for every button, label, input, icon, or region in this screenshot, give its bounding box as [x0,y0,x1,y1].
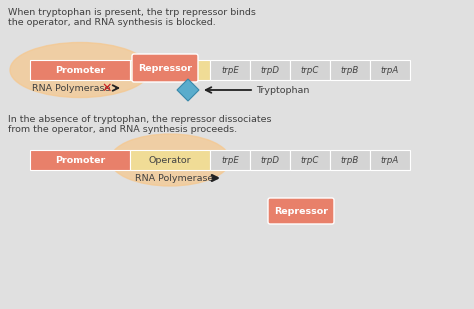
Bar [370,60,410,80]
Text: Operator: Operator [149,155,191,164]
FancyBboxPatch shape [132,54,198,82]
Text: trpD: trpD [261,66,280,74]
Text: RNA Polymerase: RNA Polymerase [32,83,110,92]
Bar [30,60,130,80]
Bar [130,60,210,80]
Ellipse shape [10,43,150,98]
Text: trpD: trpD [261,155,280,164]
Bar [210,150,250,170]
Bar [290,150,330,170]
Text: trpE: trpE [221,155,239,164]
Bar [370,150,410,170]
Text: When tryptophan is present, the trp repressor binds
the operator, and RNA synthe: When tryptophan is present, the trp repr… [8,8,256,28]
Bar [330,60,370,80]
Text: Repressor: Repressor [274,206,328,215]
Bar [30,150,130,170]
Text: trpB: trpB [341,66,359,74]
Text: trpC: trpC [301,155,319,164]
Bar [210,60,250,80]
Bar [250,150,290,170]
Text: Promoter: Promoter [55,66,105,74]
Text: Repressor: Repressor [138,64,192,73]
Text: trpA: trpA [381,155,399,164]
Text: In the absence of tryptophan, the repressor dissociates
from the operator, and R: In the absence of tryptophan, the repres… [8,115,272,134]
Text: trpA: trpA [381,66,399,74]
Text: Operator: Operator [149,66,191,74]
Text: trpC: trpC [301,66,319,74]
Text: Promoter: Promoter [55,155,105,164]
Text: trpE: trpE [221,66,239,74]
Text: ✕: ✕ [102,82,112,95]
FancyBboxPatch shape [268,198,334,224]
Text: RNA Polymerase: RNA Polymerase [135,173,213,183]
Text: Tryptophan: Tryptophan [256,86,310,95]
Polygon shape [177,79,199,101]
Bar [290,60,330,80]
Bar [250,60,290,80]
Text: trpB: trpB [341,155,359,164]
Bar [130,150,210,170]
Bar [330,150,370,170]
Ellipse shape [110,134,230,186]
